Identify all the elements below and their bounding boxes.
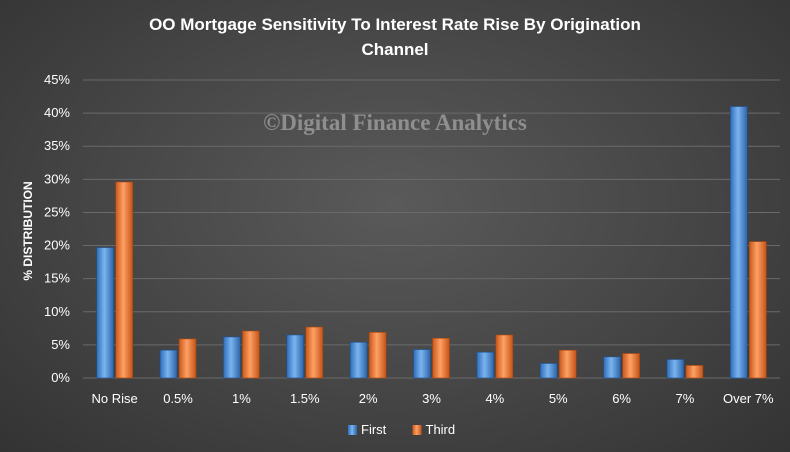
bar-first bbox=[476, 351, 495, 379]
x-tick-label: No Rise bbox=[92, 391, 138, 406]
bar-first bbox=[159, 349, 178, 379]
x-tick-label: 3% bbox=[422, 391, 441, 406]
y-tick-label: 0% bbox=[51, 370, 70, 385]
x-tick-label: 2% bbox=[359, 391, 378, 406]
x-tick-label: Over 7% bbox=[723, 391, 774, 406]
legend-label: Third bbox=[426, 422, 456, 437]
bar-third bbox=[495, 334, 514, 379]
bar-first bbox=[286, 334, 305, 379]
x-tick-label: 4% bbox=[485, 391, 504, 406]
legend-swatch-first bbox=[348, 425, 357, 435]
bar-first bbox=[223, 336, 241, 379]
bar-third bbox=[115, 181, 133, 379]
bar-third bbox=[685, 365, 704, 379]
chart-title-line2: Channel bbox=[361, 40, 428, 59]
x-tick-label: 5% bbox=[549, 391, 568, 406]
bar-third bbox=[558, 349, 577, 379]
y-tick-label: 10% bbox=[44, 304, 70, 319]
x-tick-label: 0.5% bbox=[163, 391, 193, 406]
legend-label: First bbox=[361, 422, 387, 437]
x-axis-ticks: No Rise 0.5% 1% 1.5% 2% 3% 4% 5% 6% 7% Over 7% bbox=[92, 391, 774, 406]
bar-first bbox=[730, 106, 748, 379]
bar-third bbox=[178, 338, 197, 379]
chart-title-line1: OO Mortgage Sensitivity To Interest Rate… bbox=[149, 15, 641, 34]
x-tick-label: 7% bbox=[676, 391, 695, 406]
x-tick-label: 1% bbox=[232, 391, 251, 406]
y-tick-label: 15% bbox=[44, 271, 70, 286]
legend: First Third bbox=[348, 422, 455, 437]
y-tick-label: 20% bbox=[44, 238, 70, 253]
y-axis-ticks: 0% 5% 10% 15% 20% 25% 30% 35% 40% 45% bbox=[44, 72, 70, 385]
bar-third bbox=[749, 241, 767, 379]
bar-first bbox=[96, 247, 114, 379]
x-tick-label: 6% bbox=[612, 391, 631, 406]
bar-third bbox=[432, 337, 450, 379]
watermark: ©Digital Finance Analytics bbox=[263, 110, 527, 135]
bar-third bbox=[622, 353, 640, 379]
bar-third bbox=[242, 330, 260, 379]
legend-swatch-third bbox=[412, 425, 422, 435]
y-tick-label: 40% bbox=[44, 105, 70, 120]
y-tick-label: 45% bbox=[44, 72, 70, 87]
bar-first bbox=[603, 356, 621, 379]
gridlines bbox=[83, 79, 780, 379]
y-axis-label: % DISTRIBUTION bbox=[21, 181, 35, 280]
bar-third bbox=[368, 332, 387, 379]
y-tick-label: 35% bbox=[44, 138, 70, 153]
x-tick-label: 1.5% bbox=[290, 391, 320, 406]
bar-first bbox=[539, 363, 558, 379]
bar-first bbox=[349, 341, 368, 379]
y-tick-label: 5% bbox=[51, 337, 70, 352]
bar-third bbox=[305, 326, 324, 379]
y-tick-label: 25% bbox=[44, 204, 70, 219]
bar-first bbox=[666, 359, 685, 379]
y-tick-label: 30% bbox=[44, 171, 70, 186]
bars bbox=[96, 106, 767, 379]
bar-first bbox=[413, 349, 431, 379]
